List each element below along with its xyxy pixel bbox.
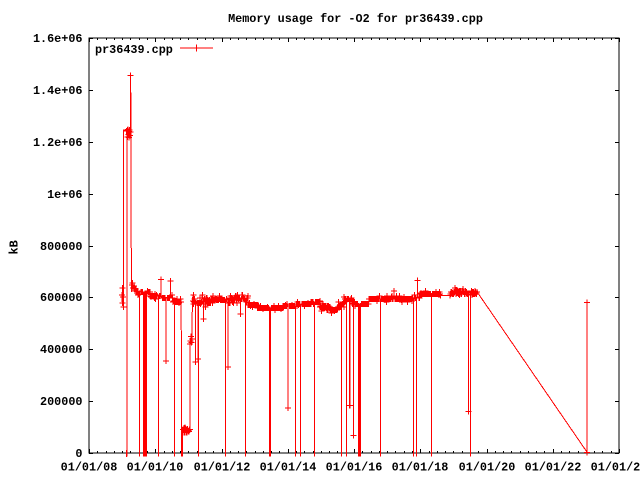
svg-text:400000: 400000 — [40, 343, 82, 357]
svg-text:0: 0 — [75, 447, 82, 461]
svg-text:01/01/18: 01/01/18 — [392, 461, 449, 475]
svg-text:1.2e+06: 1.2e+06 — [33, 136, 83, 150]
svg-text:01/01/20: 01/01/20 — [459, 461, 516, 475]
svg-text:Memory usage for -O2 for pr364: Memory usage for -O2 for pr36439.cpp — [228, 12, 483, 26]
svg-text:01/01/24: 01/01/24 — [591, 461, 640, 475]
svg-text:1.4e+06: 1.4e+06 — [33, 84, 83, 98]
svg-text:01/01/16: 01/01/16 — [326, 461, 383, 475]
svg-text:1e+06: 1e+06 — [47, 188, 82, 202]
svg-text:1.6e+06: 1.6e+06 — [33, 32, 83, 46]
svg-text:pr36439.cpp: pr36439.cpp — [95, 43, 173, 57]
svg-text:01/01/08: 01/01/08 — [61, 461, 118, 475]
svg-text:01/01/12: 01/01/12 — [194, 461, 251, 475]
svg-text:800000: 800000 — [40, 240, 82, 254]
svg-text:01/01/22: 01/01/22 — [525, 461, 582, 475]
svg-text:600000: 600000 — [40, 291, 82, 305]
svg-text:01/01/10: 01/01/10 — [127, 461, 184, 475]
svg-text:01/01/14: 01/01/14 — [260, 461, 317, 475]
svg-text:kB: kB — [8, 240, 22, 254]
svg-text:200000: 200000 — [40, 395, 82, 409]
